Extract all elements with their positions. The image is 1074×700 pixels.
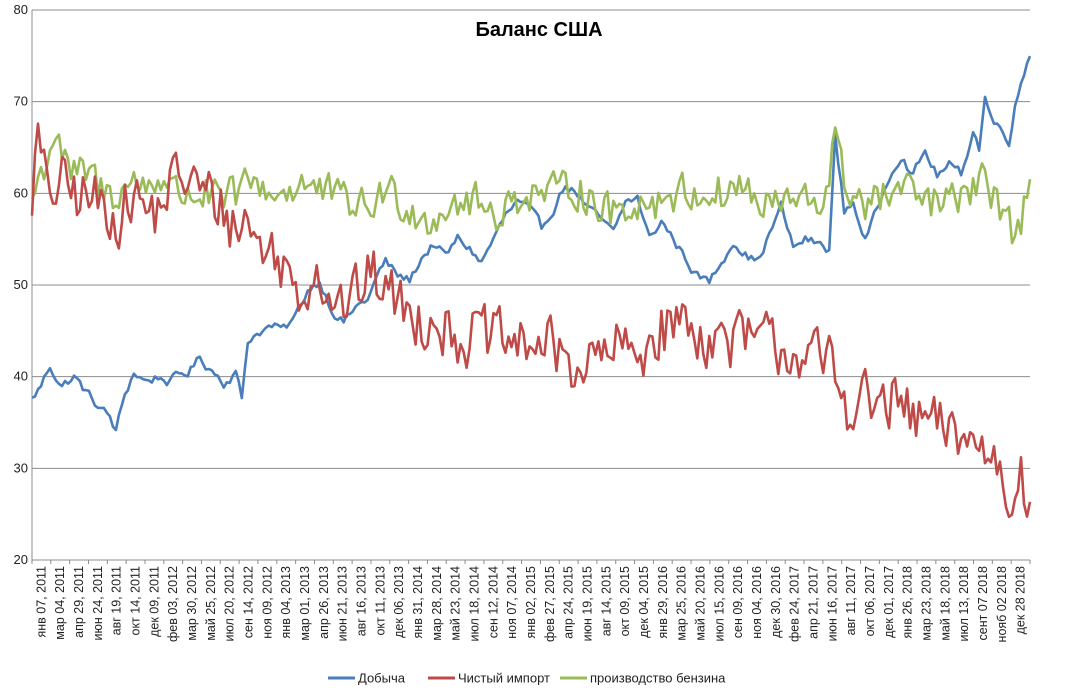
x-tick-label: авг 14, 2015 xyxy=(599,566,613,636)
x-tick-label: июл 13, 2018 xyxy=(957,566,971,642)
x-tick-label: май 25, 2012 xyxy=(204,566,218,641)
x-tick-label: фев 24, 2017 xyxy=(788,566,802,642)
x-tick-label: дек 09, 2011 xyxy=(147,566,161,637)
x-tick-label: окт 11, 2013 xyxy=(373,566,387,636)
x-tick-label: янв 04, 2013 xyxy=(279,566,293,638)
x-tick-label: апр 24, 2015 xyxy=(562,566,576,639)
y-tick-label: 60 xyxy=(14,185,28,200)
legend-label-2: производство бензина xyxy=(590,671,726,686)
series-line-2 xyxy=(30,126,1032,245)
y-tick-label: 20 xyxy=(14,552,28,567)
x-tick-label: июл 20, 2012 xyxy=(223,566,237,642)
x-tick-label: сен 09, 2016 xyxy=(731,566,745,638)
x-tick-label: янв 02, 2015 xyxy=(524,566,538,638)
x-tick-label: апр 29, 2011 xyxy=(72,566,86,638)
x-tick-label: июл 18, 2014 xyxy=(468,566,482,642)
legend-label-0: Добыча xyxy=(358,671,406,686)
x-tick-labels: янв 07, 2011 мар 04, 2011 апр 29, 2011 июн … xyxy=(34,566,1027,643)
x-tick-label: мар 23, 2018 xyxy=(919,566,933,641)
x-tick-label: окт 06, 2017 xyxy=(863,566,877,636)
x-tick-label: фев 03, 2012 xyxy=(166,566,180,642)
x-tick-label: июн 21, 2013 xyxy=(336,566,350,641)
y-tick-label: 70 xyxy=(14,94,28,109)
x-tick-label: окт 14, 2011 xyxy=(129,566,143,636)
y-tick-labels: 20 30 40 50 60 70 80 xyxy=(14,2,28,567)
x-tick-label: дек 06, 2013 xyxy=(392,566,406,638)
axes xyxy=(31,10,1031,564)
x-tick-label: ноя 09, 2012 xyxy=(260,566,274,639)
x-tick-label: мар 30, 2012 xyxy=(185,566,199,641)
x-tick-label: май 18, 2018 xyxy=(938,566,952,641)
x-tick-label: ноя 04, 2016 xyxy=(750,566,764,639)
chart-title: Баланс США xyxy=(475,19,602,41)
y-tick-label: 40 xyxy=(14,369,28,384)
series-lines xyxy=(30,55,1032,519)
x-tick-label: июл 15, 2016 xyxy=(712,566,726,642)
x-tick-label: июн 19, 2015 xyxy=(580,566,594,641)
x-tick-label: мар 01, 2013 xyxy=(298,566,312,641)
x-tick-label: апр 26, 2013 xyxy=(317,566,331,639)
legend-label-1: Чистый импорт xyxy=(458,671,550,686)
x-tick-label: июн 24, 2011 xyxy=(91,566,105,641)
x-tick-label: сент 07 2018 xyxy=(976,566,990,641)
x-tick-label: сен 14, 2012 xyxy=(242,566,256,638)
x-tick-label: окт 09, 2015 xyxy=(618,566,632,636)
x-tick-label: сен 12, 2014 xyxy=(486,566,500,638)
x-tick-label: мар 04, 2011 xyxy=(53,566,67,640)
x-tick-label: мар 25, 2016 xyxy=(675,566,689,641)
x-tick-label: июн 16, 2017 xyxy=(825,566,839,641)
legend: Добыча Чистый импорт производство бензина xyxy=(328,671,726,686)
series-line-1 xyxy=(30,122,1032,519)
x-tick-label: янв 26, 2018 xyxy=(901,566,915,638)
x-tick-label: нояб 02 2018 xyxy=(995,566,1009,642)
x-tick-label: янв 31, 2014 xyxy=(411,566,425,638)
x-tick-label: дек 04, 2015 xyxy=(637,566,651,638)
x-tick-label: май 23, 2014 xyxy=(449,566,463,641)
x-tick-label: ноя 07, 2014 xyxy=(505,566,519,639)
x-tick-label: фев 27, 2015 xyxy=(543,566,557,642)
x-tick-label: дек 30, 2016 xyxy=(769,566,783,638)
x-tick-label: дек 28 2018 xyxy=(1014,566,1028,634)
x-tick-label: янв 29, 2016 xyxy=(656,566,670,638)
x-tick-label: янв 07, 2011 xyxy=(34,566,48,638)
x-tick-label: авг 19, 2011 xyxy=(110,566,124,635)
x-tick-label: апр 21, 2017 xyxy=(806,566,820,639)
y-tick-label: 30 xyxy=(14,460,28,475)
x-tick-label: май 20, 2016 xyxy=(693,566,707,641)
y-tick-label: 50 xyxy=(14,277,28,292)
y-tick-label: 80 xyxy=(14,2,28,17)
x-tick-label: мар 28, 2014 xyxy=(430,566,444,641)
x-tick-label: авг 11, 2017 xyxy=(844,566,858,635)
x-tick-label: авг 16, 2013 xyxy=(355,566,369,636)
x-tick-label: дек 01, 2017 xyxy=(882,566,896,638)
